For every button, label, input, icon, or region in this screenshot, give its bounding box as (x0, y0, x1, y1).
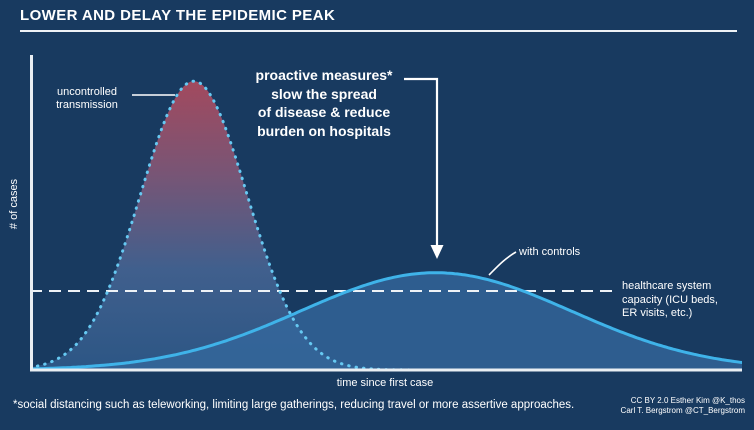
epidemic-curves-plot (30, 55, 742, 372)
with-controls-label: with controls (519, 246, 581, 258)
with-controls-curve-fill (30, 272, 742, 370)
with-controls-leader-line (488, 251, 517, 276)
page-title: LOWER AND DELAY THE EPIDEMIC PEAK (20, 7, 336, 24)
credits-line2: Carl T. Bergstrom @CT_Bergstrom (620, 406, 745, 415)
annotation-line1: proactive measures* (255, 67, 393, 83)
with-controls-curve-line (30, 271, 742, 371)
annotation-line2: slow the spread (271, 85, 377, 102)
title-divider (20, 30, 737, 32)
y-axis-label: # of cases (8, 178, 20, 230)
annotation-arrow-line (404, 77, 439, 246)
capacity-label-line1: healthcare system (622, 280, 712, 292)
uncontrolled-label-line2: transmission (56, 99, 118, 111)
capacity-label-line2: capacity (ICU beds, (622, 293, 718, 306)
credits: CC BY 2.0 Esther Kim @K_thos Carl T. Ber… (621, 396, 745, 416)
annotation-arrow-head (430, 245, 444, 259)
footnote: *social distancing such as teleworking, … (13, 399, 575, 411)
healthcare-capacity-label: healthcare system capacity (ICU beds, ER… (622, 280, 718, 321)
annotation-line4: burden on hospitals (257, 122, 391, 139)
credits-line1: CC BY 2.0 Esther Kim @K_thos (630, 396, 745, 405)
uncontrolled-label-line1: uncontrolled (57, 86, 117, 98)
capacity-label-line3: ER visits, etc.) (622, 307, 693, 319)
uncontrolled-transmission-label: uncontrolled transmission (38, 86, 136, 112)
annotation-line3: of disease & reduce (257, 104, 391, 120)
proactive-measures-annotation: proactive measures* slow the spread of d… (228, 66, 420, 140)
x-axis-label: time since first case (336, 377, 434, 389)
uncontrolled-curve-fill (30, 81, 742, 371)
